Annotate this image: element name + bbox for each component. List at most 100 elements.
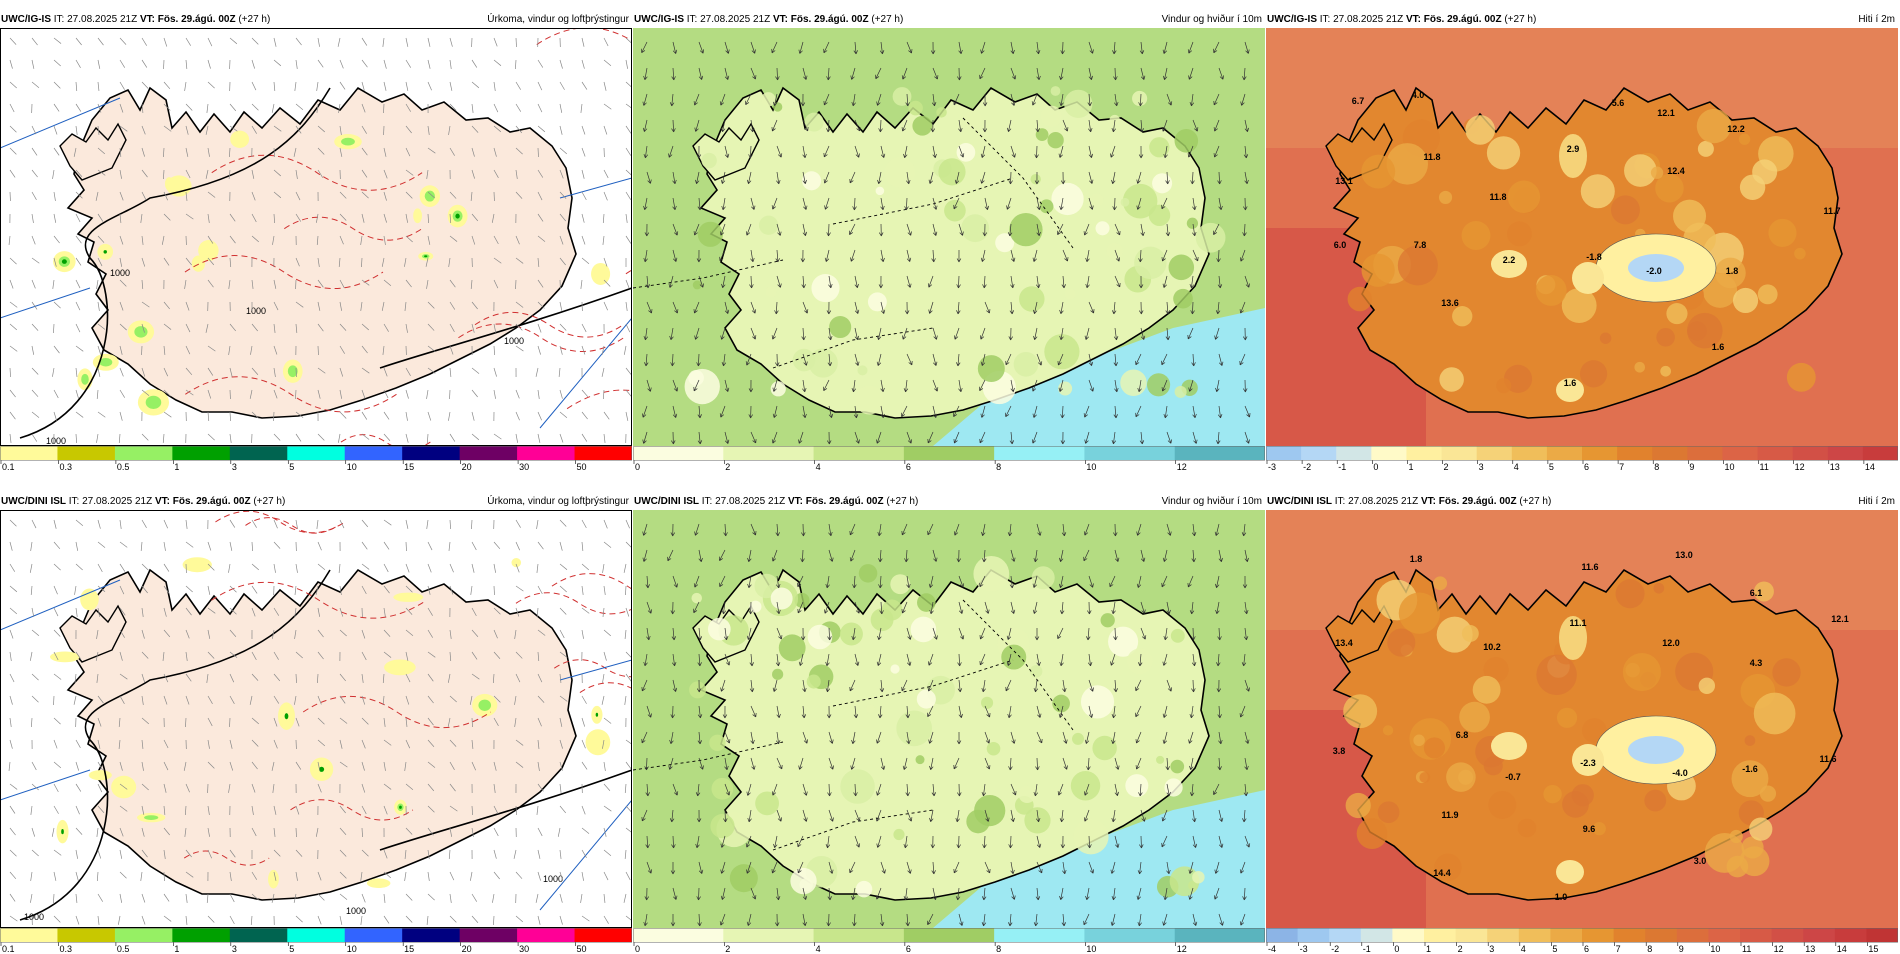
temperature-value: 11.6 bbox=[1819, 754, 1836, 764]
colorbar-swatch bbox=[1614, 928, 1646, 942]
precip-patch bbox=[183, 557, 212, 572]
colorbar-swatch bbox=[1547, 446, 1583, 460]
colorbar-swatch bbox=[1708, 928, 1740, 942]
temperature-value: 14.4 bbox=[1433, 868, 1451, 878]
wind-speed-patch bbox=[1073, 819, 1108, 854]
lead-time: (+27 h) bbox=[238, 14, 270, 25]
temperature-patch bbox=[1581, 174, 1615, 208]
temperature-patch bbox=[1462, 625, 1479, 642]
colorbar-swatch bbox=[172, 446, 230, 460]
wind-speed-patch bbox=[857, 365, 867, 375]
model-name: UWC/DINI ISL bbox=[1, 496, 66, 507]
temperature-patch bbox=[1452, 306, 1472, 326]
temperature-value: 10.2 bbox=[1483, 642, 1501, 652]
wind-speed-patch bbox=[1044, 334, 1079, 369]
wind-speed-patch bbox=[1001, 645, 1026, 670]
temperature-value: 11.7 bbox=[1823, 206, 1840, 216]
temperature-patch bbox=[1488, 791, 1516, 819]
wind-speed-patch bbox=[908, 101, 923, 116]
precip-patch-heavy bbox=[61, 829, 64, 834]
valid-time-label: VT: bbox=[155, 496, 170, 507]
colorbar-tick-label: 50 bbox=[577, 462, 587, 472]
colorbar-tick-label: 10 bbox=[1086, 944, 1096, 954]
precip-patch-heavy bbox=[455, 214, 459, 219]
colorbar-swatch bbox=[460, 928, 518, 942]
model-name: UWC/IG-IS bbox=[1267, 14, 1317, 25]
temperature-value: 4.3 bbox=[1750, 658, 1763, 668]
temperature-patch bbox=[1616, 579, 1645, 608]
wind-speed-patch bbox=[1058, 382, 1072, 396]
panel-header: UWC/DINI ISL IT: 27.08.2025 21Z VT: Fös.… bbox=[1266, 494, 1898, 510]
precip-patch bbox=[586, 729, 611, 755]
wind-speed-patch bbox=[912, 116, 932, 136]
precip-patch bbox=[230, 131, 249, 148]
colorbar-tick-label: 10 bbox=[347, 944, 357, 954]
temperature-patch bbox=[1387, 629, 1415, 657]
colorbar-tick-label: 4 bbox=[1521, 944, 1526, 954]
colorbar-swatch bbox=[1371, 446, 1407, 460]
colorbar-swatch bbox=[230, 928, 288, 942]
colorbar-tick-label: 3 bbox=[232, 462, 237, 472]
wind-speed-patch bbox=[1009, 213, 1042, 246]
colorbar-swatch bbox=[633, 446, 724, 460]
colorbar-swatch bbox=[1617, 446, 1653, 460]
lead-time: (+27 h) bbox=[253, 496, 285, 507]
temperature-patch bbox=[1399, 593, 1440, 634]
wind-speed-patch bbox=[916, 755, 925, 764]
colorbar-tick-label: -3 bbox=[1300, 944, 1308, 954]
glacier-freezing-area bbox=[1628, 736, 1684, 764]
temperature-value: 1.0 bbox=[1555, 892, 1568, 902]
temperature-patch bbox=[1600, 332, 1612, 344]
precip-patch-moderate bbox=[134, 326, 147, 337]
colorbar-tick-label: 1 bbox=[174, 462, 179, 472]
colorbar-tick-label: 8 bbox=[996, 462, 1001, 472]
wind-speed-patch bbox=[691, 593, 701, 603]
colorbar-swatch bbox=[1758, 446, 1794, 460]
colorbar-swatch bbox=[57, 446, 115, 460]
isobar-label: 1000 bbox=[46, 436, 66, 446]
wind-speed-patch bbox=[1121, 198, 1130, 207]
model-name: UWC/DINI ISL bbox=[634, 496, 699, 507]
colorbar-tick-label: 14 bbox=[1837, 944, 1847, 954]
wind-speed-patch bbox=[938, 158, 965, 185]
temperature-value: -1.8 bbox=[1586, 252, 1602, 262]
colorbar-swatch bbox=[633, 928, 724, 942]
wind-speed-patch bbox=[911, 617, 937, 643]
colorbar-swatch bbox=[904, 928, 995, 942]
temperature-value: 1.8 bbox=[1726, 266, 1739, 276]
temperature-patch bbox=[1398, 245, 1438, 285]
wind-speed-patch bbox=[1134, 247, 1166, 279]
colorbar-swatch bbox=[994, 446, 1085, 460]
colorbar-tick-label: 0 bbox=[635, 462, 640, 472]
map-area bbox=[633, 28, 1265, 446]
wind-speed-patch bbox=[890, 664, 899, 673]
map-svg: 6.74.05.612.112.211.82.913.112.411.811.7… bbox=[1266, 28, 1898, 446]
wind-speed-patch bbox=[811, 274, 839, 302]
temperature-value: -2.3 bbox=[1580, 758, 1596, 768]
wind-speed-patch bbox=[829, 316, 851, 338]
colorbar-swatch bbox=[1392, 928, 1424, 942]
precip-patch-moderate bbox=[146, 396, 162, 409]
temperature-value: 11.8 bbox=[1423, 152, 1440, 162]
temperature-patch bbox=[1666, 303, 1687, 324]
temperature-value: 11.1 bbox=[1569, 618, 1586, 628]
temperature-patch bbox=[1772, 658, 1800, 686]
highland-cold-area bbox=[1556, 860, 1584, 884]
wind-speed-patch bbox=[773, 102, 782, 111]
wind-speed-patch bbox=[1019, 286, 1045, 311]
temperature-patch bbox=[1383, 725, 1393, 735]
temperature-value: 6.8 bbox=[1456, 730, 1469, 740]
colorbar-swatch bbox=[814, 446, 905, 460]
wind-speed-patch bbox=[944, 200, 966, 222]
highland-cold-area bbox=[1572, 262, 1604, 294]
colorbar-swatch bbox=[345, 446, 403, 460]
colorbar-tick-label: 3 bbox=[232, 944, 237, 954]
wind-speed-patch bbox=[1018, 786, 1035, 803]
wind-speed-patch bbox=[807, 675, 821, 689]
temperature-value: 12.1 bbox=[1657, 108, 1675, 118]
colorbar-swatch bbox=[517, 928, 575, 942]
